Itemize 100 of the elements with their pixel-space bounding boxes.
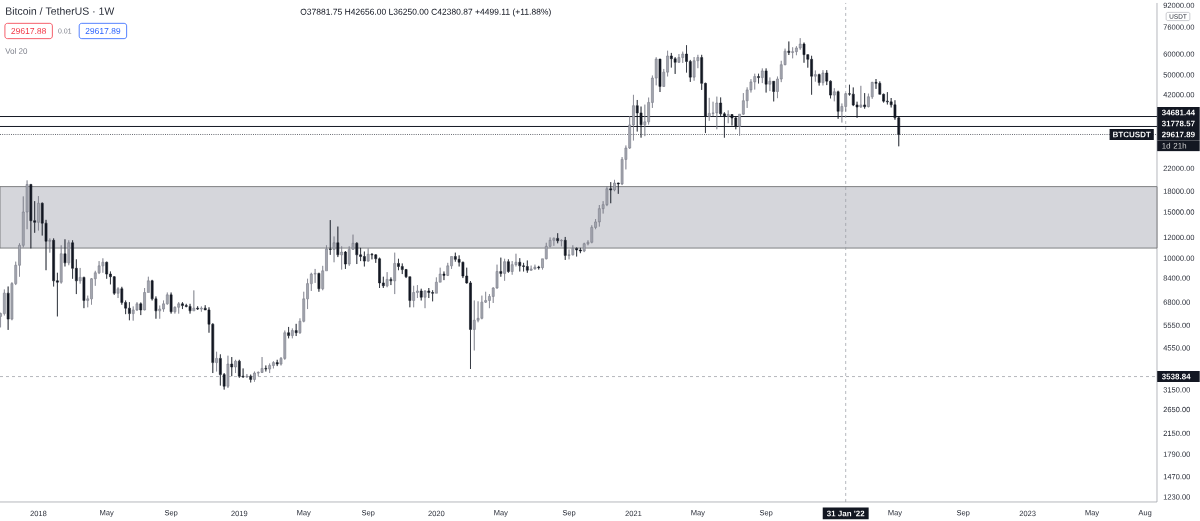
candlestick: [139, 302, 143, 316]
candlestick: [283, 330, 287, 361]
candlestick: [366, 248, 370, 262]
annotation: 29617.89: [85, 28, 121, 35]
candlestick: [397, 258, 400, 271]
candlestick: [63, 239, 67, 267]
candlestick: [105, 261, 108, 280]
ref-line-label: 3538.84: [1161, 373, 1191, 380]
candlestick: [378, 257, 381, 289]
candlestick: [787, 41, 791, 56]
candlestick: [400, 263, 404, 275]
candlestick: [507, 259, 510, 274]
candlestick: [768, 77, 772, 92]
candlestick: [59, 244, 63, 284]
candlestick: [692, 56, 696, 81]
candlestick: [798, 37, 802, 51]
candlestick: [529, 265, 533, 272]
candlestick: [412, 285, 415, 308]
candlestick: [230, 356, 234, 377]
candlestick: [518, 257, 522, 272]
candlestick: [317, 272, 321, 293]
candlestick: [385, 271, 389, 288]
candlestick: [772, 80, 776, 102]
candlestick: [48, 238, 52, 253]
candlestick: [522, 262, 525, 272]
candlestick: [260, 356, 264, 374]
candlestick: [82, 276, 86, 309]
candlestick: [442, 271, 446, 281]
candlestick: [609, 181, 613, 204]
candlestick: [237, 359, 241, 379]
candlestick: [552, 237, 556, 247]
candlestick: [575, 247, 578, 257]
candlestick: [480, 295, 484, 320]
candlestick: [6, 286, 10, 331]
candlestick: [112, 275, 116, 296]
candlestick: [764, 68, 768, 93]
candlestick: [472, 300, 476, 351]
candlestick: [613, 179, 616, 192]
candlestick: [363, 251, 366, 267]
candlestick: [760, 68, 764, 84]
candlestick: [177, 301, 181, 314]
candlestick: [219, 354, 222, 386]
candlestick: [287, 326, 290, 339]
candlestick: [245, 373, 249, 379]
candlestick: [556, 232, 559, 244]
ref-line-label: 29617.89: [1161, 131, 1195, 138]
candlestick: [563, 236, 567, 261]
candlestick: [419, 288, 423, 301]
candlestick: [181, 301, 184, 310]
candlestick: [78, 267, 82, 284]
candlestick: [116, 286, 120, 299]
candlestick: [128, 301, 131, 321]
candlestick: [192, 290, 196, 312]
chart-title: Bitcoin / TetherUS · 1W: [6, 7, 115, 15]
candlestick: [616, 182, 620, 195]
candlestick: [526, 260, 529, 274]
candlestick: [37, 195, 40, 231]
candlestick: [332, 236, 336, 263]
candlestick: [328, 219, 332, 256]
candlestick: [370, 252, 374, 260]
candlestick: [272, 360, 275, 369]
candlestick: [431, 289, 434, 302]
candlestick: [131, 306, 135, 321]
candlestick: [389, 277, 393, 286]
candlestick: [658, 58, 662, 93]
candlestick: [757, 73, 760, 84]
candlestick: [537, 265, 541, 270]
candlestick: [393, 252, 397, 295]
candlestick: [196, 305, 199, 311]
candlestick: [560, 239, 563, 247]
candlestick: [423, 289, 427, 309]
candlestick: [677, 53, 681, 64]
candlestick: [886, 91, 889, 105]
candlestick: [200, 306, 203, 313]
candlestick: [791, 46, 794, 59]
candlestick: [427, 287, 431, 299]
candlestick: [863, 92, 866, 109]
candlestick: [234, 359, 237, 374]
candlestick: [802, 42, 806, 64]
candlestick: [817, 73, 821, 86]
candlestick: [101, 258, 105, 274]
candlestick: [598, 204, 601, 227]
candlestick: [173, 306, 177, 314]
candlestick: [499, 257, 503, 278]
ref-line-label: 31 Jan '22: [826, 510, 865, 517]
candlestick: [67, 240, 71, 266]
candlestick: [188, 303, 192, 314]
candlestick: [275, 359, 279, 367]
candlestick: [336, 226, 340, 258]
candlestick: [169, 292, 173, 314]
candlestick: [707, 97, 711, 122]
candlestick: [832, 87, 836, 102]
text: 1d 21h: [1162, 142, 1187, 149]
candlestick: [567, 249, 571, 260]
candlestick: [814, 70, 817, 82]
annotation: 29617.88: [11, 28, 46, 35]
text: O37881.75 H42656.00 L36250.00 C42380.87 +4499.11 (+11.88%): [300, 8, 551, 17]
candlestick: [29, 183, 33, 249]
candlestick: [673, 56, 677, 75]
candlestick: [681, 51, 685, 64]
